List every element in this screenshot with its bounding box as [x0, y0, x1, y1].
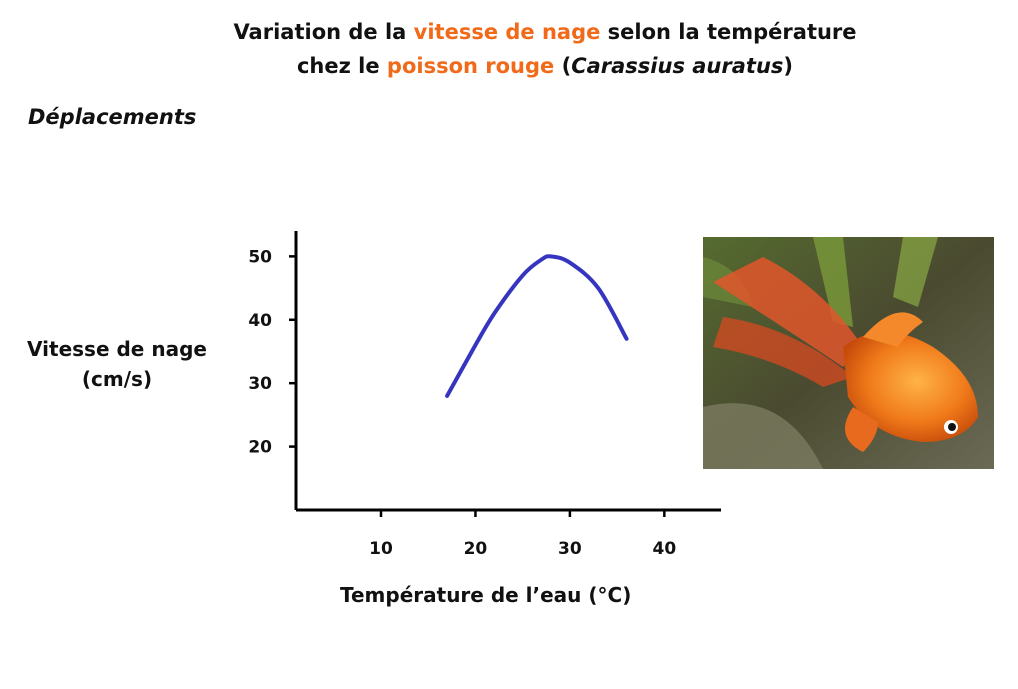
y-tick-label: 50: [248, 247, 272, 267]
x-tick-label: 30: [558, 539, 582, 559]
goldfish-photo: [703, 237, 994, 469]
title-line-1: Variation de la vitesse de nage selon la…: [0, 15, 1018, 49]
title-highlight-fish: poisson rouge: [386, 54, 555, 78]
x-tick-label: 40: [652, 539, 676, 559]
title-text: selon la température: [600, 20, 857, 44]
section-label: Déplacements: [28, 105, 197, 129]
title-species: Carassius auratus: [571, 54, 784, 78]
x-axis-label: Température de l’eau (°C): [340, 583, 632, 607]
x-tick-label: 20: [464, 539, 488, 559]
title-text: ): [783, 54, 794, 78]
title-line-2: chez le poisson rouge (Carassius auratus…: [0, 49, 1018, 83]
title-text: chez le: [296, 54, 387, 78]
x-tick-label: 10: [369, 539, 393, 559]
title-text: Variation de la: [233, 20, 414, 44]
series-line: [445, 254, 629, 398]
title-text: (: [554, 54, 572, 78]
y-axis-label-line2: (cm/s): [81, 367, 153, 391]
y-tick-label: 20: [248, 438, 272, 458]
y-tick-label: 40: [248, 311, 272, 331]
y-axis-label-line1: Vitesse de nage: [27, 337, 207, 361]
page-title: Variation de la vitesse de nage selon la…: [0, 15, 1018, 83]
title-highlight-speed: vitesse de nage: [413, 20, 601, 44]
y-axis-label: Vitesse de nage (cm/s): [22, 334, 212, 394]
y-tick-label: 30: [248, 374, 272, 394]
